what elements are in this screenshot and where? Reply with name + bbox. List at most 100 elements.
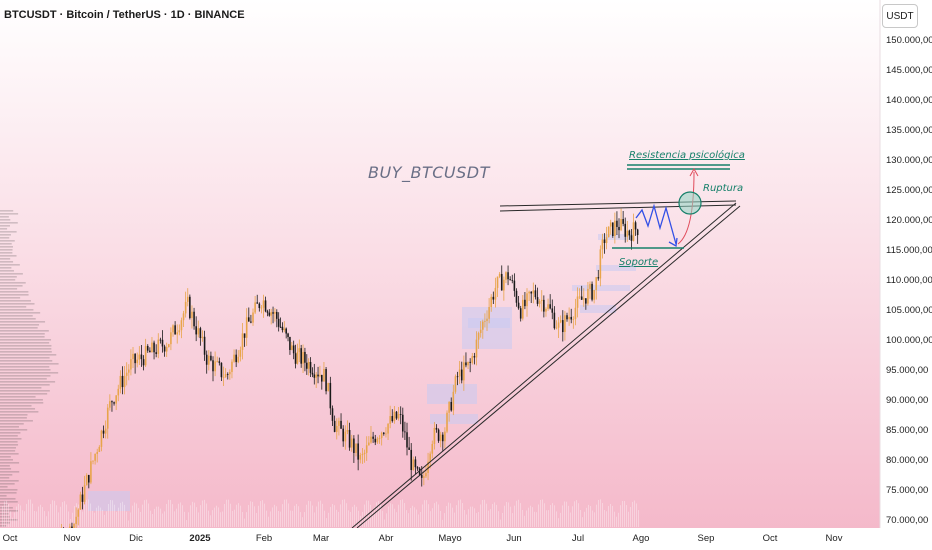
time-axis-background	[0, 528, 880, 550]
candle-body	[222, 377, 225, 378]
candle-body	[272, 312, 274, 314]
candle-body	[437, 429, 440, 441]
volume-profile-bar	[0, 279, 16, 281]
candle-body	[406, 432, 408, 448]
volume-bar	[138, 508, 139, 527]
candle-body	[331, 408, 334, 421]
candle-body	[151, 342, 153, 353]
candle-body	[214, 361, 216, 372]
volume-bar	[118, 507, 119, 527]
volume-bar	[204, 499, 205, 527]
candle-body	[254, 302, 256, 313]
candle-body	[376, 438, 379, 443]
candle-body	[250, 321, 252, 323]
candle-body	[79, 494, 82, 510]
candle-body	[463, 362, 465, 381]
volume-bar	[382, 510, 383, 527]
candle-body	[484, 320, 486, 322]
volume-profile-bar	[0, 480, 19, 482]
volume-bar	[188, 512, 189, 527]
candle-body	[416, 467, 419, 469]
volume-bar	[44, 511, 45, 527]
volume-bar	[220, 512, 221, 527]
candle-body	[582, 298, 585, 300]
volume-bar	[170, 499, 171, 527]
candle-body	[90, 461, 92, 483]
volume-profile-bar	[0, 324, 40, 326]
breakout-label: Ruptura	[703, 183, 744, 194]
volume-bar	[258, 505, 259, 527]
volume-bar	[506, 501, 507, 527]
volume-profile-bar	[0, 354, 57, 356]
candle-body	[471, 356, 474, 363]
volume-bar	[616, 516, 617, 527]
currency-button[interactable]: USDT	[882, 4, 918, 28]
volume-bar	[402, 499, 403, 527]
candle-body	[378, 438, 381, 439]
candle-body	[624, 223, 627, 237]
volume-profile-bar	[0, 246, 13, 248]
volume-bar	[154, 508, 155, 527]
volume-bar	[562, 505, 563, 527]
candle-body	[317, 374, 319, 377]
candle-body	[540, 299, 543, 302]
candle-body	[212, 360, 214, 372]
volume-bar	[548, 510, 549, 527]
volume-profile-bar	[0, 504, 8, 506]
candle-body	[224, 374, 227, 378]
candle-body	[333, 420, 336, 432]
volume-bar	[570, 512, 571, 527]
candle-body	[210, 355, 212, 361]
time-tick-label: Jun	[506, 533, 522, 544]
time-tick-label: Sep	[697, 533, 715, 544]
candle-body	[628, 230, 631, 236]
candle-body	[85, 475, 88, 486]
candle-body	[576, 296, 579, 308]
volume-bar	[262, 500, 263, 527]
volume-profile-bar	[0, 519, 18, 521]
volume-bar	[572, 506, 573, 527]
volume-bar	[38, 506, 39, 527]
fvg-zone	[427, 384, 477, 404]
volume-bar	[510, 506, 511, 527]
candle-body	[220, 362, 223, 378]
volume-bar	[590, 506, 591, 527]
volume-profile-bar	[0, 291, 29, 293]
volume-bar	[110, 500, 111, 527]
candle-body	[479, 329, 482, 334]
watermark-text: BUY_BTCUSDT	[368, 163, 490, 182]
volume-bar	[194, 502, 195, 527]
time-tick-label: Dic	[129, 533, 143, 544]
volume-profile-bar	[0, 237, 10, 239]
volume-bar	[406, 510, 407, 527]
candle-body	[132, 353, 134, 360]
price-tick-label: 110.000,00	[886, 274, 932, 286]
volume-bar	[82, 511, 83, 527]
volume-bar	[598, 499, 599, 527]
volume-bar	[116, 511, 117, 527]
volume-bar	[332, 504, 333, 527]
volume-profile-bar	[0, 408, 36, 410]
volume-bar	[80, 509, 81, 527]
volume-profile-bar	[0, 372, 59, 374]
candle-body	[327, 382, 330, 392]
candle-body	[444, 431, 446, 442]
candle-body	[397, 414, 400, 419]
volume-bar	[596, 504, 597, 527]
volume-bar	[60, 506, 61, 527]
volume-profile-bar	[0, 444, 19, 446]
candle-body	[92, 460, 94, 462]
candle-body	[372, 436, 374, 439]
volume-profile-bar	[0, 384, 50, 386]
candle-body	[450, 401, 453, 411]
volume-bar	[226, 499, 227, 527]
volume-bar	[468, 509, 469, 527]
volume-bar	[480, 504, 481, 527]
volume-bar	[8, 504, 9, 527]
volume-profile-bar	[0, 351, 52, 353]
volume-bar	[104, 514, 105, 527]
candle-body	[96, 452, 99, 454]
volume-bar	[134, 502, 135, 527]
candle-body	[323, 369, 325, 382]
